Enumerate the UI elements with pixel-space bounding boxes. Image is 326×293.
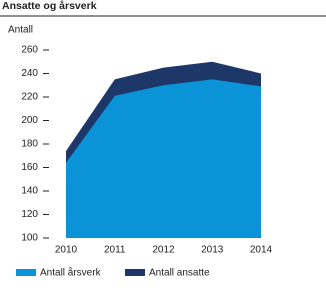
x-tick-label: 2011 (104, 245, 126, 256)
area (66, 79, 261, 238)
legend-swatch (16, 269, 36, 276)
y-tick-label: 200 (21, 115, 38, 126)
y-axis-label: Antall (8, 25, 33, 36)
x-tick-label: 2010 (55, 245, 78, 256)
legend-label: Antall årsverk (40, 267, 102, 279)
x-tick-label: 2014 (250, 245, 273, 256)
y-tick-label: 160 (21, 162, 38, 173)
legend-label: Antall ansatte (149, 268, 210, 279)
x-tick-label: 2013 (201, 245, 224, 256)
y-tick-label: 100 (21, 233, 38, 244)
legend-swatch (125, 269, 145, 276)
chart-title: Ansatte og årsverk (2, 0, 97, 12)
y-tick-label: 180 (21, 139, 38, 150)
y-tick-label: 260 (21, 45, 38, 56)
y-tick-label: 120 (21, 209, 38, 220)
y-tick-label: 240 (21, 68, 38, 79)
y-tick-label: 140 (21, 186, 38, 197)
x-tick-label: 2012 (152, 245, 175, 256)
y-tick-label: 220 (21, 92, 38, 103)
